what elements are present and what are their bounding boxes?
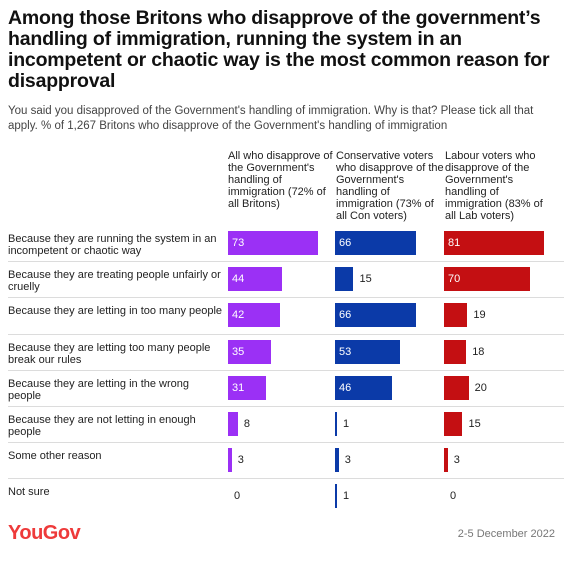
bar (228, 231, 318, 255)
bar (228, 267, 283, 292)
row-divider (8, 297, 564, 299)
bar-value-label: 3 (453, 454, 460, 467)
bar (335, 375, 392, 400)
column-header-labour: Labour voters who disapprove of the Gove… (445, 150, 543, 222)
bar (228, 412, 238, 436)
row-label: Because they are letting too many people… (8, 341, 211, 366)
bar-value-label: 3 (237, 454, 244, 467)
survey-date: 2-5 December 2022 (457, 528, 555, 540)
bar-value-label: 66 (339, 237, 352, 249)
row-divider (8, 478, 564, 480)
bar-value-label: 1 (343, 418, 350, 430)
row-label: Not sure (8, 486, 50, 499)
chart-subtitle: You said you disapproved of the Governme… (8, 105, 534, 132)
row-divider (8, 369, 564, 371)
bar (335, 267, 354, 292)
bar-value-label: 81 (448, 237, 461, 249)
row-divider (8, 442, 564, 444)
row-divider (8, 406, 564, 407)
row-label: Because they are running the system in a… (8, 233, 217, 257)
bar-value-label: 15 (359, 273, 372, 286)
row-label: Because they are letting in the wrong pe… (8, 377, 190, 402)
bar-value-label: 18 (472, 345, 485, 358)
bar-value-label: 20 (474, 381, 487, 394)
bar (335, 412, 337, 436)
row-label: Some other reason (8, 450, 102, 463)
bar (228, 339, 272, 364)
bar-value-label: 44 (232, 273, 245, 286)
bar (444, 375, 469, 400)
bar (335, 339, 401, 364)
bar (444, 448, 448, 473)
row-label: Because they are not letting in enough p… (8, 414, 196, 438)
bar-value-label: 42 (232, 309, 245, 322)
chart-title: Among those Britons who disapprove of th… (8, 7, 550, 92)
bar (444, 267, 531, 292)
row-divider (8, 261, 564, 263)
bar-value-label: 66 (339, 309, 352, 322)
column-header-all: All who disapprove of the Government's h… (228, 150, 333, 210)
row-divider (8, 333, 564, 335)
bar-value-label: 1 (343, 490, 350, 503)
bar-value-label: 8 (243, 418, 250, 430)
bar-value-label: 73 (232, 237, 245, 249)
bar (335, 484, 337, 509)
column-header-conservative: Conservative voters who disapprove of th… (336, 150, 444, 222)
bar-value-label: 3 (344, 454, 351, 467)
bar-value-label: 53 (339, 345, 352, 358)
bar (335, 448, 339, 473)
bar (228, 448, 232, 473)
bar-value-label: 0 (450, 490, 457, 503)
bar (335, 231, 417, 255)
row-label: Because they are letting in too many peo… (8, 305, 223, 318)
bar (228, 375, 267, 400)
bar (444, 303, 468, 328)
bar-value-label: 46 (339, 381, 352, 394)
bar-value-label: 31 (232, 381, 245, 394)
bar (444, 231, 544, 255)
yougov-logo: YouGov (8, 522, 81, 544)
bar-value-label: 0 (234, 490, 241, 503)
bar-value-label: 70 (448, 273, 461, 286)
bar (444, 412, 463, 436)
bar-value-label: 15 (468, 418, 481, 430)
bar-value-label: 19 (473, 309, 486, 322)
row-label: Because they are treating people unfairl… (8, 269, 221, 294)
bar (228, 303, 280, 328)
bar (335, 303, 417, 328)
bar (444, 339, 467, 364)
bar-value-label: 35 (232, 345, 245, 358)
